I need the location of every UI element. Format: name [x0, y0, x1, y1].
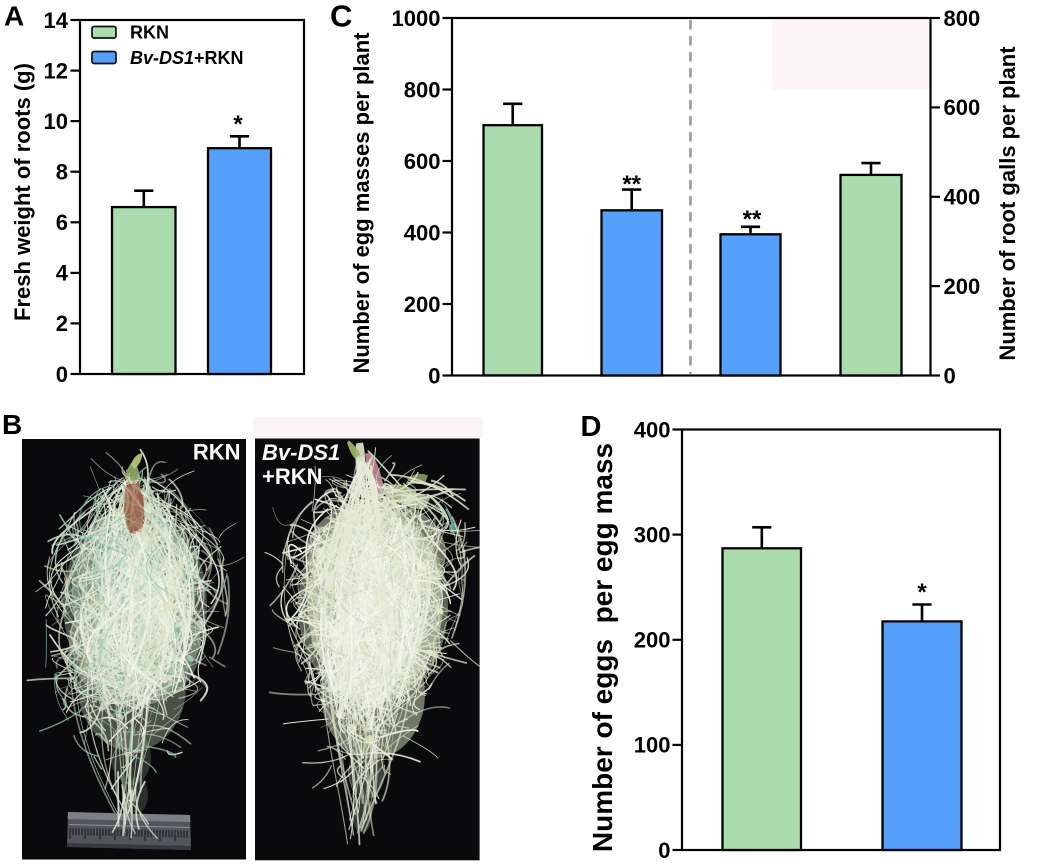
svg-text:2: 2 [56, 311, 68, 336]
svg-text:8: 8 [56, 160, 68, 185]
svg-text:RKN: RKN [130, 23, 169, 43]
svg-text:600: 600 [944, 95, 981, 120]
svg-text:12: 12 [44, 58, 68, 83]
svg-text:Bv-DS1: Bv-DS1 [262, 440, 340, 465]
svg-text:B: B [2, 409, 22, 440]
svg-text:400: 400 [944, 185, 981, 210]
svg-text:Number of root galls per plant: Number of root galls per plant [995, 46, 1020, 361]
svg-text:*: * [233, 111, 243, 138]
svg-text:600: 600 [404, 149, 441, 174]
svg-text:0: 0 [428, 363, 440, 388]
svg-text:0: 0 [944, 363, 956, 388]
svg-text:400: 400 [404, 220, 441, 245]
svg-text:Number of egg masses per plant: Number of egg masses per plant [349, 32, 374, 374]
svg-text:Fresh weight of roots (g): Fresh weight of roots (g) [10, 63, 35, 321]
svg-text:800: 800 [404, 77, 441, 102]
svg-text:0: 0 [56, 362, 68, 387]
svg-text:200: 200 [404, 292, 441, 317]
svg-text:Bv-DS1+RKN: Bv-DS1+RKN [130, 48, 244, 68]
svg-text:800: 800 [944, 6, 981, 31]
svg-text:200: 200 [634, 628, 671, 653]
svg-text:0: 0 [658, 838, 670, 863]
svg-text:10: 10 [44, 109, 68, 134]
svg-text:A: A [4, 1, 24, 32]
svg-text:100: 100 [634, 733, 671, 758]
svg-text:+RKN: +RKN [262, 464, 323, 489]
svg-text:200: 200 [944, 274, 981, 299]
svg-text:1000: 1000 [392, 6, 441, 31]
svg-text:6: 6 [56, 210, 68, 235]
svg-text:300: 300 [634, 522, 671, 547]
svg-text:C: C [330, 0, 352, 34]
svg-text:14: 14 [44, 8, 69, 33]
svg-text:Number of eggs per egg mass: Number of eggs per egg mass [587, 443, 618, 852]
svg-text:4: 4 [56, 261, 69, 286]
svg-text:RKN: RKN [193, 440, 241, 465]
svg-text:*: * [917, 579, 927, 606]
svg-text:400: 400 [634, 417, 671, 442]
svg-text:**: ** [622, 171, 641, 198]
svg-text:D: D [581, 411, 602, 443]
svg-text:**: ** [743, 206, 762, 233]
